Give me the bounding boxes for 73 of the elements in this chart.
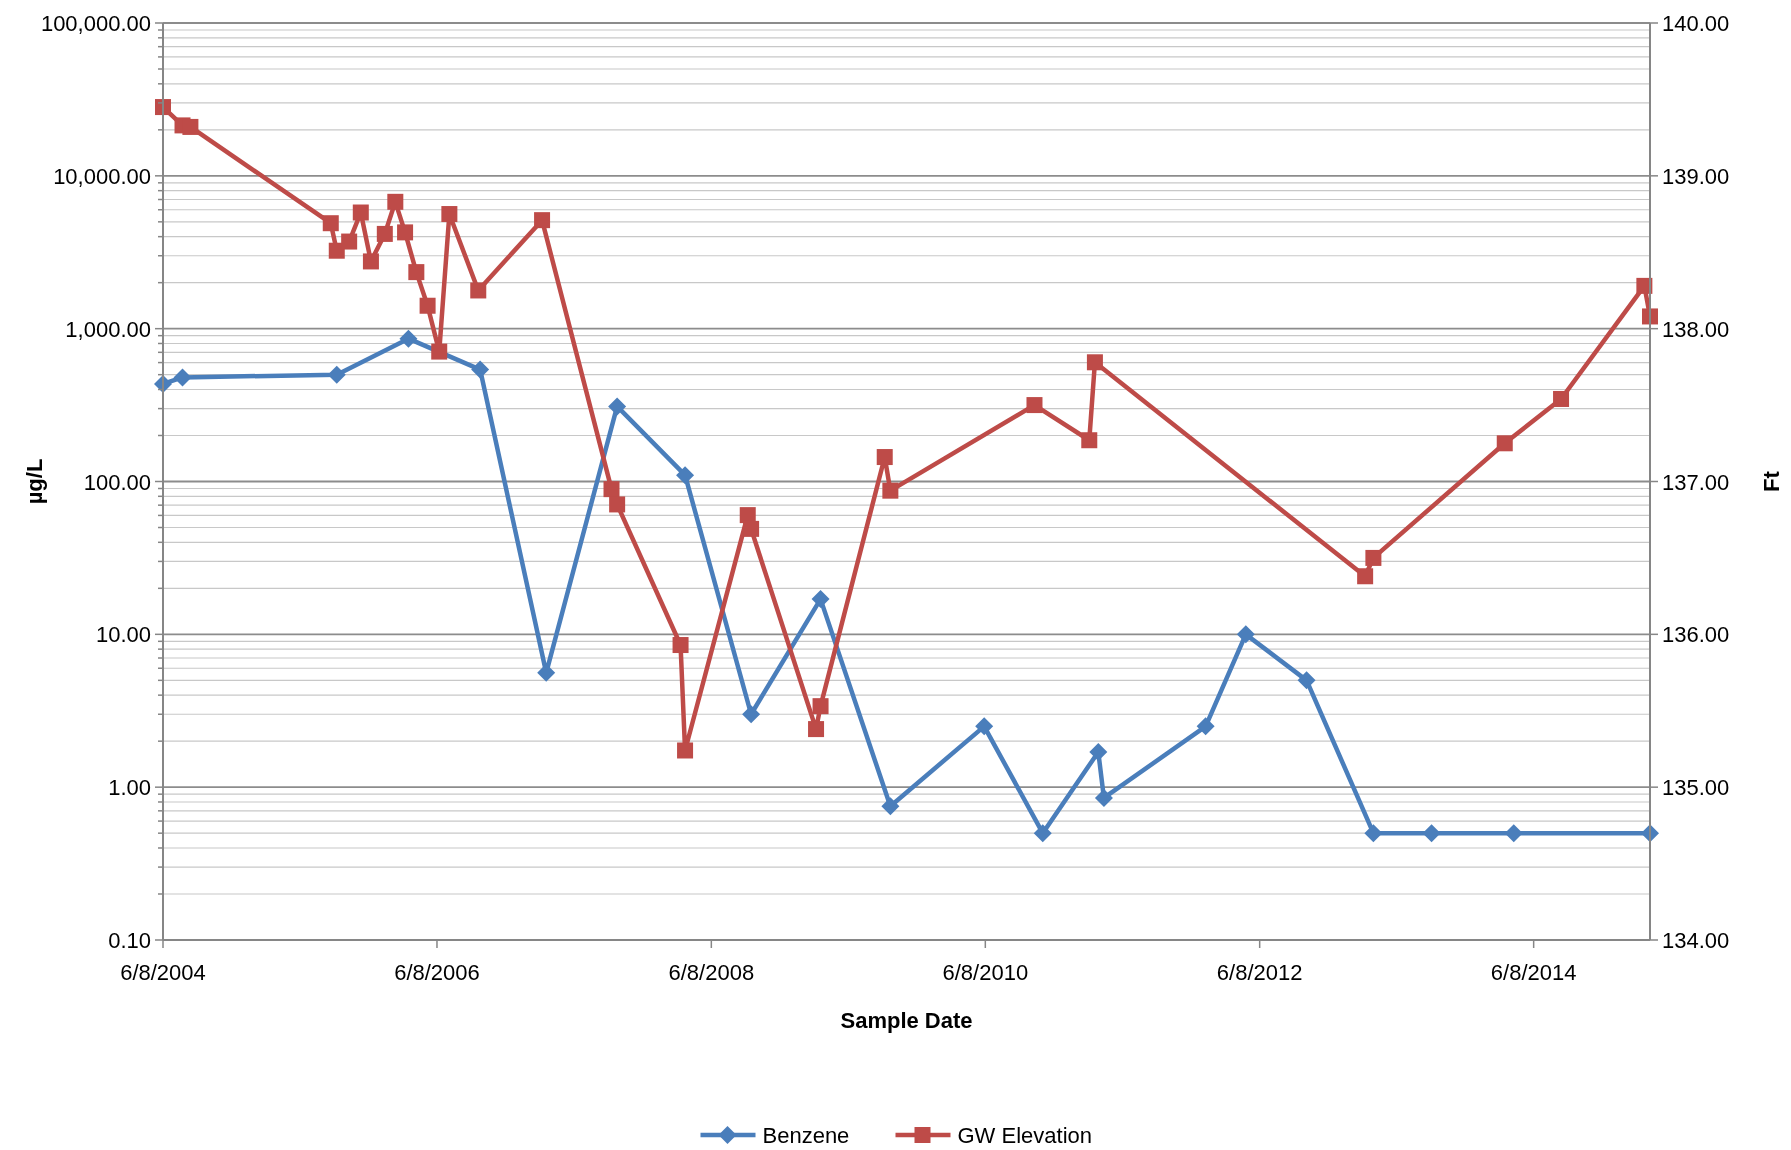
y2-tick-label: 135.00 — [1662, 775, 1730, 801]
y-tick-label: 10,000.00 — [53, 163, 151, 189]
point — [327, 365, 346, 384]
point — [1422, 824, 1441, 843]
y2-tick-label: 134.00 — [1662, 928, 1730, 953]
point — [471, 360, 490, 379]
point — [362, 253, 379, 270]
point — [182, 118, 199, 135]
point — [352, 204, 369, 221]
point — [676, 466, 695, 485]
x-tick-label: 6/8/2010 — [942, 960, 1029, 985]
point — [672, 637, 689, 654]
y-tick-label: 0.10 — [108, 928, 151, 953]
y2-tick-label: 138.00 — [1662, 316, 1730, 342]
y2-tick-label: 137.00 — [1662, 469, 1730, 495]
point — [376, 225, 393, 242]
point — [1094, 788, 1113, 807]
point — [534, 212, 551, 229]
legend-label: GW Elevation — [957, 1123, 1092, 1148]
legend-label: Benzene — [762, 1123, 850, 1148]
point — [408, 264, 425, 281]
point — [387, 193, 404, 210]
point — [419, 297, 436, 314]
y2-tick-label: 140.00 — [1662, 11, 1730, 36]
point — [742, 705, 761, 724]
point — [1086, 354, 1103, 371]
y-tick-label: 1,000.00 — [65, 316, 151, 342]
point — [881, 797, 900, 816]
point — [1081, 432, 1098, 449]
point — [1357, 568, 1374, 585]
y-tick-label: 100.00 — [83, 469, 151, 495]
point — [1365, 549, 1382, 566]
point — [603, 481, 620, 498]
x-tick-label: 6/8/2008 — [668, 960, 755, 985]
x-tick-label: 6/8/2012 — [1216, 960, 1303, 985]
point — [882, 482, 899, 499]
y-tick-label: 100,000.00 — [40, 11, 151, 36]
x-axis-title: Sample Date — [840, 1008, 973, 1033]
point — [1496, 435, 1513, 452]
point — [1553, 390, 1570, 407]
y2-axis-title: Ft — [1759, 470, 1784, 492]
point — [1504, 824, 1523, 843]
point — [341, 233, 358, 250]
point — [609, 496, 626, 513]
point — [431, 343, 448, 360]
point — [812, 698, 829, 715]
point — [876, 449, 893, 466]
x-tick-label: 6/8/2014 — [1490, 960, 1577, 985]
point — [322, 215, 339, 232]
y-tick-label: 1.00 — [108, 775, 151, 801]
x-tick-label: 6/8/2006 — [394, 960, 480, 985]
point — [397, 224, 414, 241]
point — [975, 717, 994, 736]
point — [608, 397, 627, 416]
point — [173, 368, 192, 387]
y-axis-title: µg/L — [22, 458, 47, 505]
y-tick-label: 10.00 — [95, 622, 151, 648]
x-tick-label: 6/8/2004 — [120, 960, 206, 985]
point — [1364, 824, 1383, 843]
y2-tick-label: 136.00 — [1662, 622, 1730, 648]
point — [1033, 824, 1052, 843]
point — [399, 329, 418, 348]
point — [811, 590, 830, 609]
point — [808, 721, 825, 738]
point — [470, 282, 487, 299]
y2-tick-label: 139.00 — [1662, 163, 1730, 189]
point — [1236, 625, 1255, 644]
point — [1026, 397, 1043, 414]
point — [743, 520, 760, 537]
point — [1089, 742, 1108, 761]
point — [1196, 717, 1215, 736]
point — [441, 206, 458, 223]
point — [1297, 671, 1316, 690]
